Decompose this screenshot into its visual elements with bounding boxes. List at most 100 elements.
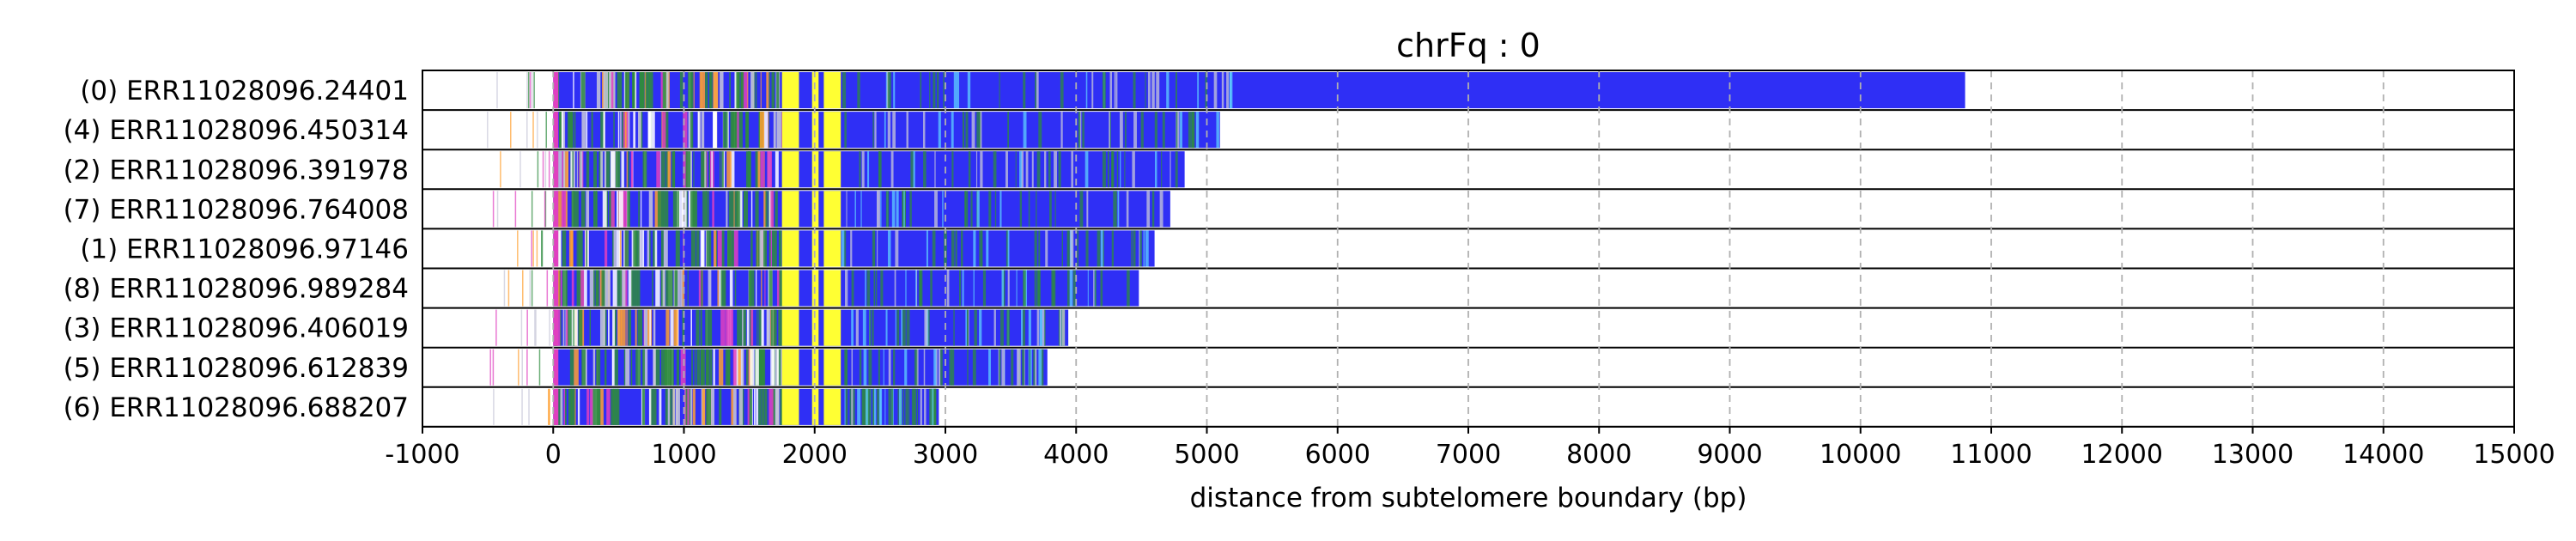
feature-stripe bbox=[664, 112, 669, 149]
feature-stripe bbox=[1028, 349, 1030, 386]
feature-stripe bbox=[617, 270, 623, 307]
feature-stripe bbox=[663, 191, 669, 228]
feature-stripe bbox=[738, 388, 743, 425]
feature-stripe bbox=[926, 230, 928, 267]
feature-stripe bbox=[1097, 230, 1101, 267]
leading-mark bbox=[503, 270, 506, 307]
feature-stripe bbox=[778, 230, 782, 267]
feature-stripe bbox=[767, 112, 769, 149]
feature-stripe bbox=[862, 309, 866, 346]
leading-mark bbox=[500, 151, 501, 188]
feature-stripe bbox=[605, 349, 607, 386]
feature-stripe bbox=[902, 191, 905, 228]
feature-stripe bbox=[662, 72, 668, 109]
feature-stripe bbox=[1077, 230, 1079, 267]
feature-stripe bbox=[566, 309, 568, 346]
feature-stripe bbox=[653, 309, 656, 346]
feature-stripe bbox=[652, 270, 653, 307]
feature-stripe bbox=[1124, 151, 1126, 188]
feature-stripe bbox=[667, 349, 672, 386]
feature-stripe bbox=[562, 151, 566, 188]
row-label: (4) ERR11028096.450314 bbox=[64, 115, 409, 146]
feature-stripe bbox=[568, 388, 573, 425]
feature-stripe bbox=[560, 112, 564, 149]
yellow-block bbox=[823, 72, 841, 109]
feature-stripe bbox=[606, 388, 611, 425]
feature-stripe bbox=[866, 388, 869, 425]
feature-stripe bbox=[949, 349, 952, 386]
x-axis-label: distance from subtelomere boundary (bp) bbox=[1190, 483, 1747, 514]
feature-stripe bbox=[750, 72, 755, 109]
leading-mark bbox=[520, 309, 523, 346]
feature-stripe bbox=[721, 230, 725, 267]
feature-stripe bbox=[993, 151, 997, 188]
feature-stripe bbox=[915, 270, 917, 307]
feature-stripe bbox=[951, 230, 955, 267]
feature-stripe bbox=[1115, 72, 1118, 109]
yellow-block bbox=[781, 191, 799, 228]
feature-stripe bbox=[1038, 230, 1041, 267]
feature-stripe bbox=[929, 72, 931, 109]
feature-stripe bbox=[767, 151, 772, 188]
feature-stripe bbox=[738, 349, 741, 386]
feature-stripe bbox=[766, 309, 769, 346]
feature-stripe bbox=[708, 309, 713, 346]
feature-stripe bbox=[933, 72, 936, 109]
feature-stripe bbox=[653, 388, 657, 425]
feature-stripe bbox=[661, 349, 666, 386]
feature-stripe bbox=[723, 112, 728, 149]
leading-mark bbox=[548, 388, 550, 425]
feature-stripe bbox=[623, 349, 626, 386]
feature-stripe bbox=[617, 112, 620, 149]
yellow-block bbox=[823, 112, 841, 149]
feature-stripe bbox=[605, 230, 608, 267]
feature-stripe bbox=[762, 112, 769, 149]
feature-stripe bbox=[999, 72, 1000, 109]
leading-mark bbox=[496, 191, 499, 228]
feature-stripe bbox=[648, 72, 653, 109]
feature-stripe bbox=[653, 230, 655, 267]
yellow-block bbox=[811, 72, 819, 109]
feature-stripe bbox=[778, 309, 782, 346]
feature-stripe bbox=[604, 270, 606, 307]
leading-mark bbox=[492, 349, 495, 386]
feature-stripe bbox=[943, 72, 945, 109]
feature-stripe bbox=[620, 112, 622, 149]
feature-stripe bbox=[872, 309, 874, 346]
feature-stripe bbox=[700, 309, 702, 346]
feature-stripe bbox=[965, 112, 969, 149]
feature-stripe bbox=[573, 72, 574, 109]
feature-stripe bbox=[633, 230, 637, 267]
feature-stripe bbox=[994, 191, 997, 228]
feature-stripe bbox=[648, 388, 652, 425]
feature-stripe bbox=[617, 191, 619, 228]
feature-stripe bbox=[737, 309, 743, 346]
feature-stripe bbox=[589, 270, 595, 307]
x-tick-label: 3000 bbox=[913, 440, 978, 470]
leading-mark bbox=[496, 72, 498, 109]
x-tick-label: 8000 bbox=[1566, 440, 1631, 470]
feature-stripe bbox=[1114, 72, 1116, 109]
feature-stripe bbox=[924, 388, 927, 425]
feature-stripe bbox=[938, 112, 941, 149]
feature-stripe bbox=[644, 309, 650, 346]
feature-stripe bbox=[1117, 191, 1120, 228]
feature-stripe bbox=[726, 151, 732, 188]
feature-stripe bbox=[741, 349, 744, 386]
feature-stripe bbox=[758, 309, 762, 346]
feature-stripe bbox=[902, 388, 905, 425]
feature-stripe bbox=[923, 349, 926, 386]
feature-stripe bbox=[668, 388, 672, 425]
feature-stripe bbox=[873, 270, 876, 307]
feature-stripe bbox=[962, 270, 964, 307]
row-label: (7) ERR11028096.764008 bbox=[64, 194, 409, 225]
feature-stripe bbox=[988, 191, 992, 228]
leading-mark bbox=[531, 72, 533, 109]
feature-stripe bbox=[878, 349, 880, 386]
feature-stripe bbox=[746, 309, 750, 346]
feature-stripe bbox=[1093, 270, 1095, 307]
feature-stripe bbox=[729, 72, 731, 109]
feature-stripe bbox=[611, 349, 616, 386]
feature-stripe bbox=[1058, 309, 1060, 346]
